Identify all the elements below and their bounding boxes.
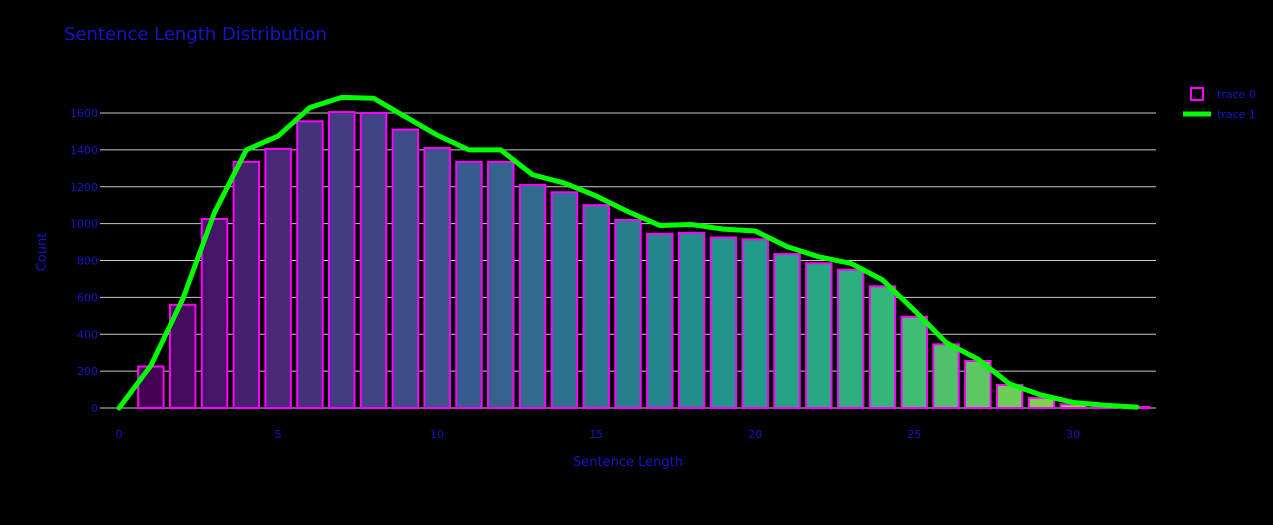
- bar: [868, 285, 897, 409]
- line-point: [627, 211, 629, 213]
- line-point: [182, 298, 184, 300]
- bar: [391, 128, 420, 409]
- bar: [328, 111, 356, 409]
- line-point: [214, 212, 216, 214]
- line-point: [532, 174, 534, 176]
- x-tick-label: 5: [275, 428, 282, 441]
- bar: [359, 112, 388, 409]
- x-axis-ticks: 0 5 10 15 20 25 30: [116, 428, 1081, 441]
- line-point: [881, 279, 883, 281]
- y-tick-label: 1000: [70, 218, 98, 231]
- line-point: [277, 135, 279, 137]
- bar: [582, 204, 610, 409]
- bar: [677, 231, 706, 409]
- line-point: [1072, 401, 1074, 403]
- x-axis-title: Sentence Length: [573, 455, 683, 470]
- bar-series: [137, 111, 1151, 409]
- line-point: [913, 309, 915, 311]
- line-point: [754, 230, 756, 232]
- line-point: [691, 224, 693, 226]
- line-point: [309, 106, 311, 108]
- line-point: [563, 182, 565, 184]
- line-point: [659, 224, 661, 226]
- bar: [900, 315, 928, 409]
- bar: [518, 183, 547, 409]
- line-point: [118, 407, 120, 409]
- legend-bar-swatch: [1190, 87, 1204, 101]
- x-tick-label: 10: [430, 428, 444, 441]
- bar: [932, 343, 960, 409]
- bar: [614, 218, 642, 409]
- legend[interactable]: trace 0 trace 1: [1183, 87, 1256, 121]
- line-point: [1136, 406, 1138, 408]
- bar: [264, 147, 292, 409]
- line-point: [722, 228, 724, 230]
- legend-item-trace-0[interactable]: trace 0: [1190, 87, 1256, 101]
- bar: [805, 262, 833, 409]
- y-tick-label: 800: [77, 255, 98, 268]
- line-point: [341, 96, 343, 98]
- line-point: [468, 149, 470, 151]
- line-point: [404, 116, 406, 118]
- line-point: [977, 358, 979, 360]
- line-point: [1104, 404, 1106, 406]
- line-point: [373, 97, 375, 99]
- y-tick-label: 0: [91, 402, 98, 415]
- line-point: [786, 246, 788, 248]
- bar: [773, 253, 801, 409]
- bar: [296, 120, 324, 409]
- legend-label: trace 0: [1217, 88, 1256, 101]
- line-point: [818, 256, 820, 258]
- x-tick-label: 20: [748, 428, 762, 441]
- bar: [200, 218, 229, 409]
- line-point: [1040, 394, 1042, 396]
- bar: [423, 147, 451, 409]
- x-tick-label: 25: [907, 428, 921, 441]
- y-tick-label: 200: [77, 365, 98, 378]
- y-tick-label: 600: [77, 291, 98, 304]
- bar: [646, 232, 674, 409]
- line-point: [150, 365, 152, 367]
- legend-label: trace 1: [1217, 108, 1256, 121]
- x-tick-label: 15: [589, 428, 603, 441]
- x-tick-label: 0: [116, 428, 123, 441]
- bar: [709, 236, 738, 409]
- line-point: [945, 342, 947, 344]
- y-tick-label: 1200: [70, 181, 98, 194]
- bar: [550, 191, 579, 409]
- chart-title: Sentence Length Distribution: [64, 24, 327, 45]
- line-point: [436, 134, 438, 136]
- line-point: [245, 149, 247, 151]
- legend-item-trace-1[interactable]: trace 1: [1183, 108, 1256, 121]
- y-tick-label: 1400: [70, 144, 98, 157]
- line-point: [500, 149, 502, 151]
- y-axis-ticks: 0 200 400 600 800 1000 1200 1400 1600: [70, 107, 98, 415]
- bar: [836, 268, 865, 409]
- line-point: [850, 262, 852, 264]
- y-axis-title: Count: [35, 233, 50, 272]
- bar: [455, 160, 483, 409]
- bar: [137, 365, 165, 409]
- bar: [1027, 396, 1056, 409]
- line-point: [1009, 383, 1011, 385]
- y-tick-label: 1600: [70, 107, 98, 120]
- bar: [741, 238, 769, 409]
- line-series: [116, 94, 1140, 411]
- x-tick-label: 30: [1066, 428, 1080, 441]
- line-point: [595, 195, 597, 197]
- y-tick-label: 400: [77, 328, 98, 341]
- bar: [232, 160, 261, 409]
- bar: [487, 160, 515, 409]
